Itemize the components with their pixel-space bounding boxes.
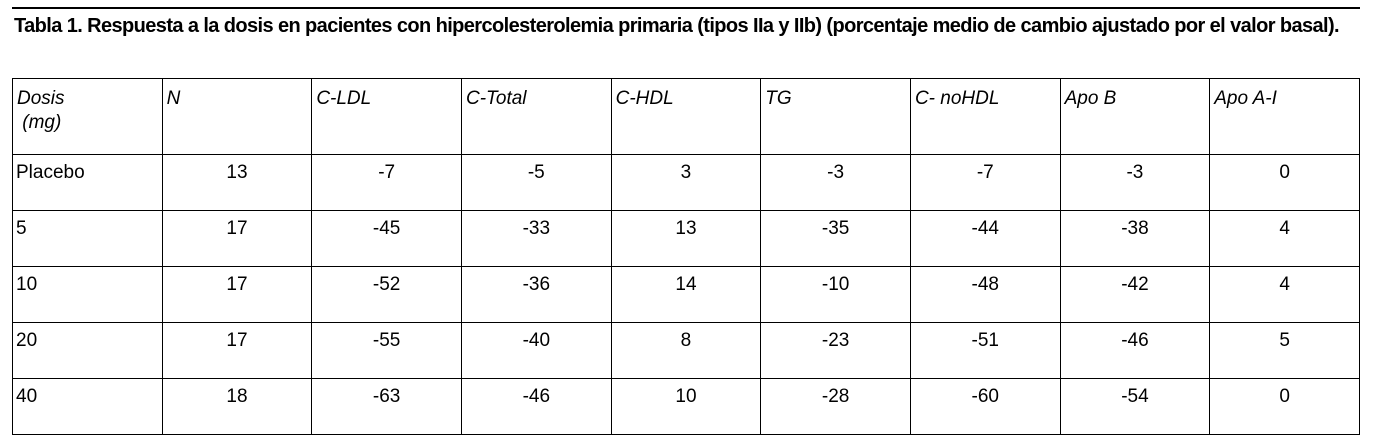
table-row: 5 17 -45 -33 13 -35 -44 -38 4 [12, 210, 1360, 267]
column-header: Dosis (mg) [12, 78, 163, 155]
cell: -46 [1059, 322, 1211, 379]
cell: -52 [311, 266, 462, 323]
cell: 5 [1209, 322, 1360, 379]
column-header: Apo A-I [1209, 78, 1360, 155]
column-header: C-HDL [610, 78, 762, 155]
cell: -42 [1059, 266, 1211, 323]
cell: -7 [909, 154, 1061, 211]
cell: -63 [311, 378, 462, 435]
row-label: 5 [12, 210, 163, 267]
cell: -38 [1059, 210, 1211, 267]
cell: -40 [460, 322, 612, 379]
cell: 10 [610, 378, 762, 435]
cell: 17 [161, 322, 313, 379]
cell: -23 [760, 322, 911, 379]
rule [12, 7, 1360, 9]
cell: -54 [1059, 378, 1211, 435]
cell: 18 [161, 378, 313, 435]
cell: -45 [311, 210, 462, 267]
cell: -3 [1059, 154, 1211, 211]
cell: -5 [460, 154, 612, 211]
row-label: 40 [12, 378, 163, 435]
cell: 0 [1209, 154, 1360, 211]
cell: -60 [909, 378, 1061, 435]
cell: 8 [610, 322, 762, 379]
table-row: 40 18 -63 -46 10 -28 -60 -54 0 [12, 378, 1360, 435]
cell: -55 [311, 322, 462, 379]
cell: 4 [1209, 266, 1360, 323]
column-header: N [161, 78, 313, 155]
cell: 0 [1209, 378, 1360, 435]
cell: -48 [909, 266, 1061, 323]
column-header: C- noHDL [909, 78, 1061, 155]
cell: -44 [909, 210, 1061, 267]
table-row: 10 17 -52 -36 14 -10 -48 -42 4 [12, 266, 1360, 323]
header-row: Dosis (mg) N C-LDL C-Total C-HDL TG C- noHDL Ap… [12, 78, 1360, 155]
cell: 13 [610, 210, 762, 267]
cell: -36 [460, 266, 612, 323]
column-header: Apo B [1059, 78, 1211, 155]
cell: -51 [909, 322, 1061, 379]
page: Tabla 1. Respuesta a la dosis en pacient… [12, 7, 1360, 435]
column-header: TG [760, 78, 911, 155]
cell: -28 [760, 378, 911, 435]
row-label: 10 [12, 266, 163, 323]
column-header: C-Total [460, 78, 612, 155]
cell: 13 [161, 154, 313, 211]
table-title: Tabla 1. Respuesta a la dosis en pacient… [14, 15, 1340, 37]
table-row: 20 17 -55 -40 8 -23 -51 -46 5 [12, 322, 1360, 379]
column-header: C-LDL [311, 78, 462, 155]
row-label: 20 [12, 322, 163, 379]
cell: 17 [161, 210, 313, 267]
cell: 3 [610, 154, 762, 211]
data-table: Dosis (mg) N C-LDL C-Total C-HDL TG C- noHDL Ap… [12, 78, 1360, 435]
cell: -3 [760, 154, 911, 211]
table-row: Placebo 13 -7 -5 3 -3 -7 -3 0 [12, 154, 1360, 211]
cell: 17 [161, 266, 313, 323]
cell: 4 [1209, 210, 1360, 267]
cell: -10 [760, 266, 911, 323]
cell: -46 [460, 378, 612, 435]
cell: -35 [760, 210, 911, 267]
cell: -7 [311, 154, 462, 211]
row-label: Placebo [12, 154, 163, 211]
cell: -33 [460, 210, 612, 267]
cell: 14 [610, 266, 762, 323]
table-body: Placebo 13 -7 -5 3 -3 -7 -3 0 5 17 -45 -33 13 -35 -44 -3… [12, 154, 1360, 435]
